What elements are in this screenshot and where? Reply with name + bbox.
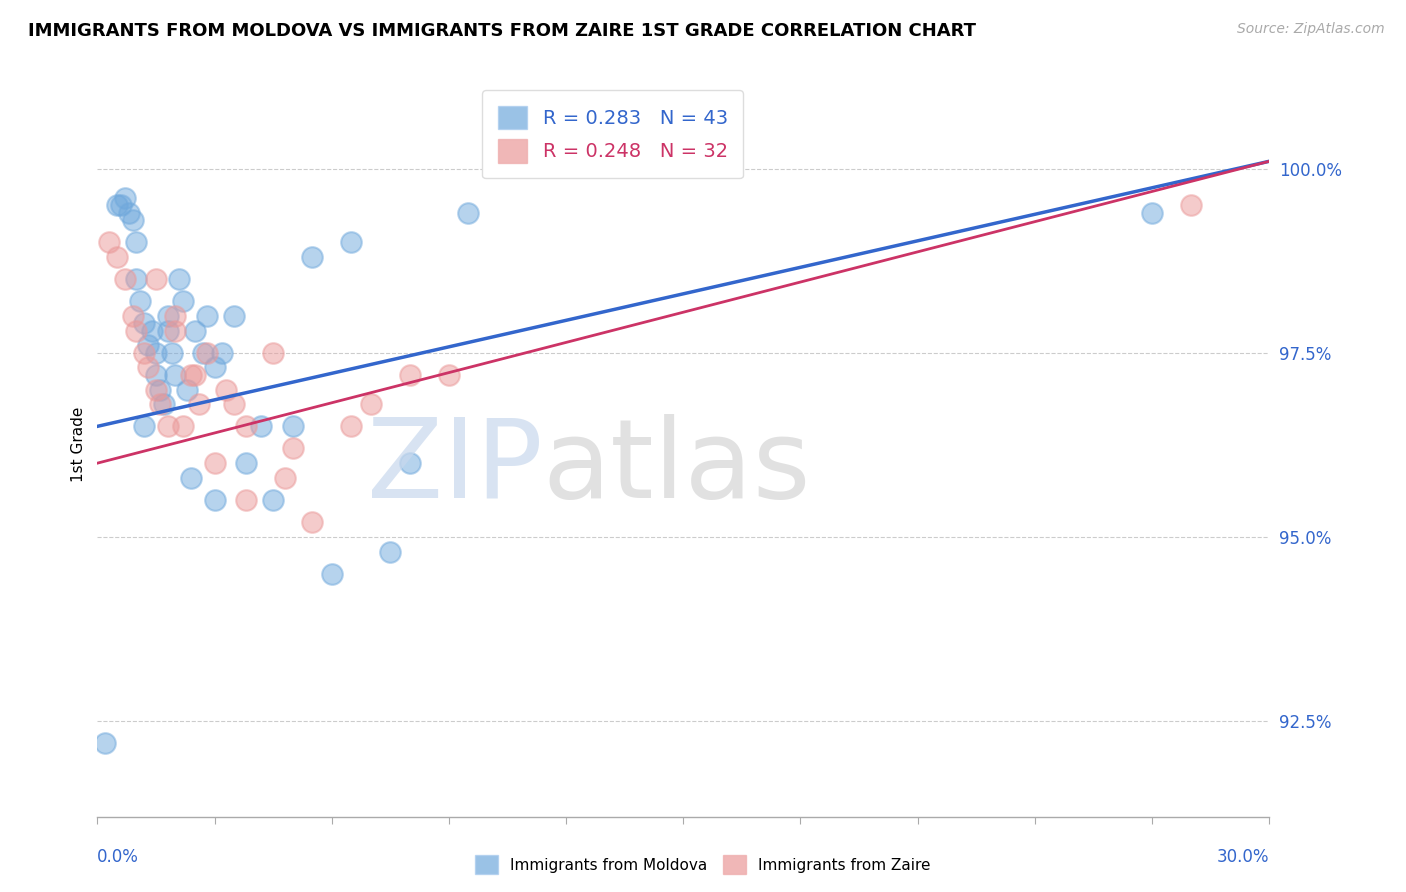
Point (195, 345, 218, 359)
Point (121, 309, 143, 323)
Point (204, 493, 226, 508)
Point (215, 383, 238, 397)
Point (184, 324, 207, 338)
Point (156, 419, 179, 434)
Point (149, 383, 172, 397)
Point (204, 456, 226, 470)
Point (165, 324, 187, 338)
Point (340, 235, 363, 250)
Point (262, 493, 284, 508)
Text: ZIP: ZIP (367, 414, 543, 521)
Point (398, 456, 420, 470)
Point (235, 419, 257, 434)
Point (117, 206, 139, 220)
Point (160, 345, 183, 359)
Point (145, 368, 167, 382)
Point (321, 566, 343, 581)
Legend: Immigrants from Moldova, Immigrants from Zaire: Immigrants from Moldova, Immigrants from… (470, 849, 936, 880)
Point (301, 250, 323, 264)
Text: Source: ZipAtlas.com: Source: ZipAtlas.com (1237, 22, 1385, 37)
Point (204, 360, 226, 375)
Point (211, 345, 233, 359)
Point (1140, 206, 1163, 220)
Point (360, 397, 382, 411)
Point (134, 316, 156, 330)
Point (301, 515, 323, 529)
Point (105, 250, 128, 264)
Point (262, 345, 284, 359)
Point (149, 397, 172, 411)
Point (136, 360, 159, 375)
Text: 30.0%: 30.0% (1216, 847, 1270, 866)
Point (457, 206, 479, 220)
Point (180, 368, 202, 382)
Y-axis label: 1st Grade: 1st Grade (72, 407, 86, 483)
Point (340, 419, 363, 434)
Point (281, 442, 304, 456)
Point (172, 294, 194, 309)
Point (134, 345, 156, 359)
Point (156, 309, 179, 323)
Point (125, 272, 148, 286)
Point (145, 383, 167, 397)
Point (187, 397, 209, 411)
Point (437, 368, 460, 382)
Text: 0.0%: 0.0% (97, 847, 139, 866)
Point (129, 294, 152, 309)
Point (105, 198, 128, 212)
Point (156, 324, 179, 338)
Point (195, 309, 218, 323)
Point (235, 456, 257, 470)
Point (125, 235, 148, 250)
Point (235, 493, 257, 508)
Point (1180, 198, 1202, 212)
Point (222, 309, 245, 323)
Text: atlas: atlas (543, 414, 811, 521)
Point (191, 345, 214, 359)
Point (169, 272, 191, 286)
Point (121, 213, 143, 227)
Point (180, 471, 202, 485)
Point (110, 198, 132, 212)
Point (114, 272, 136, 286)
Point (222, 397, 245, 411)
Point (398, 368, 420, 382)
Text: IMMIGRANTS FROM MOLDOVA VS IMMIGRANTS FROM ZAIRE 1ST GRADE CORRELATION CHART: IMMIGRANTS FROM MOLDOVA VS IMMIGRANTS FR… (28, 22, 976, 40)
Point (145, 272, 167, 286)
Point (152, 397, 174, 411)
Point (184, 368, 207, 382)
Point (94, 736, 117, 750)
Point (165, 309, 187, 323)
Point (98, 235, 121, 250)
Point (114, 191, 136, 205)
Point (176, 383, 198, 397)
Point (281, 419, 304, 434)
Point (274, 471, 297, 485)
Point (165, 368, 187, 382)
Point (250, 419, 273, 434)
Point (145, 345, 167, 359)
Point (380, 544, 402, 558)
Legend: R = 0.283   N = 43, R = 0.248   N = 32: R = 0.283 N = 43, R = 0.248 N = 32 (482, 90, 744, 178)
Point (136, 338, 159, 352)
Point (172, 419, 194, 434)
Point (141, 324, 163, 338)
Point (134, 419, 156, 434)
Point (125, 324, 148, 338)
